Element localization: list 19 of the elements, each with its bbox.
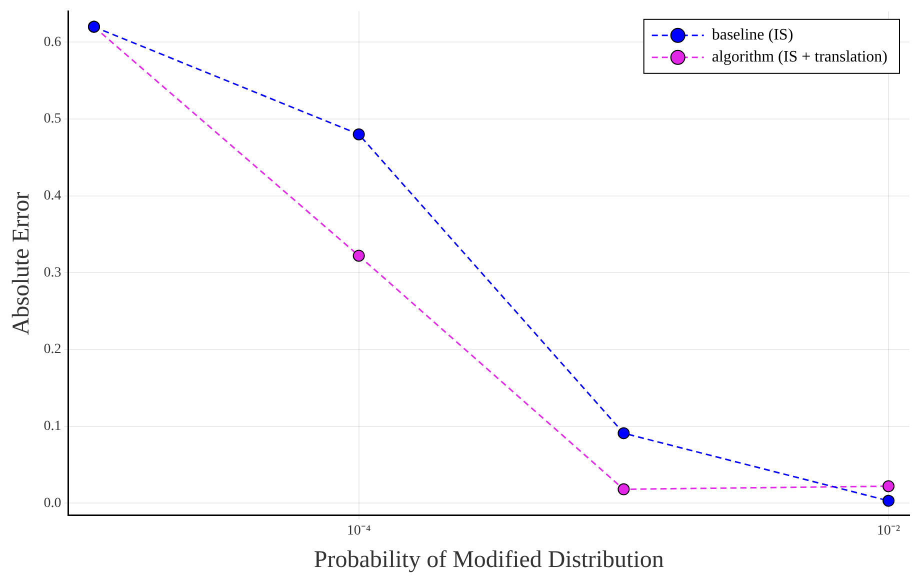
point — [618, 483, 630, 496]
x-axis-title: Probability of Modified Distribution — [314, 546, 664, 573]
point — [352, 250, 365, 262]
y-axis-title: Absolute Error — [8, 192, 35, 336]
y-tick-label: 0.5 — [44, 112, 62, 127]
point — [882, 494, 895, 507]
y-tick-label: 0.1 — [44, 418, 62, 434]
point — [618, 427, 630, 440]
y-tick-label: 0.2 — [44, 342, 62, 358]
legend-label: algorithm (IS + translation) — [712, 48, 888, 66]
point — [352, 128, 365, 140]
legend-label: baseline (IS) — [712, 26, 794, 44]
y-tick-label: 0.4 — [44, 188, 62, 204]
y-tick-label: 0.6 — [44, 34, 62, 50]
y-tick-label: 0.0 — [44, 496, 62, 511]
y-tick-label: 0.3 — [44, 265, 62, 280]
x-tick-label: 10⁻² — [876, 523, 900, 538]
x-tick-label: 10⁻⁴ — [346, 523, 371, 538]
point — [882, 480, 895, 492]
